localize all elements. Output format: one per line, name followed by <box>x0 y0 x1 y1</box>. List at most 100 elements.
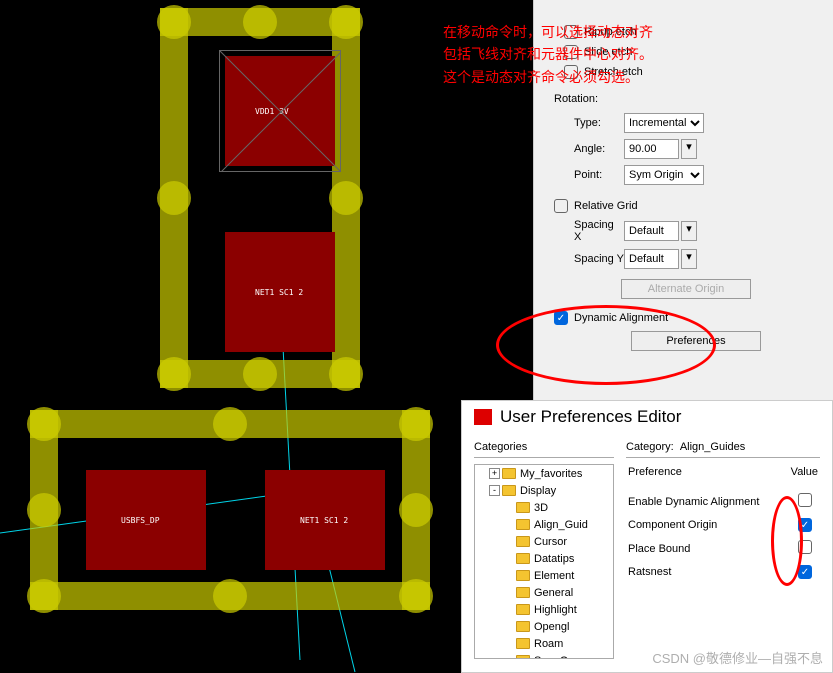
folder-icon <box>516 655 530 659</box>
tree-item-label: Cursor <box>534 536 567 548</box>
preferences-app-icon <box>474 409 492 425</box>
tree-item[interactable]: Align_Guid <box>475 516 613 533</box>
folder-icon <box>516 587 530 598</box>
point-label: Point: <box>554 169 624 181</box>
pref-name: Ratsnest <box>628 562 784 582</box>
table-row: Enable Dynamic Alignment <box>628 490 818 513</box>
tree-item-label: Roam <box>534 638 563 650</box>
footprint-outline <box>329 357 363 391</box>
footprint-outline <box>399 579 433 613</box>
tree-item[interactable]: General <box>475 584 613 601</box>
net-label: NET1 SC1 2 <box>300 516 348 525</box>
spacing-x-label: Spacing X <box>554 219 624 243</box>
footprint-outline <box>243 5 277 39</box>
tree-item[interactable]: Datatips <box>475 550 613 567</box>
pref-header-value: Value <box>786 466 818 488</box>
pref-value-checkbox[interactable] <box>798 540 812 554</box>
rotation-section-label: Rotation: <box>554 93 818 105</box>
footprint-outline <box>329 181 363 215</box>
footprint-outline <box>27 579 61 613</box>
tree-item-label: My_favorites <box>520 468 582 480</box>
tree-item[interactable]: Highlight <box>475 601 613 618</box>
spacing-y-label: Spacing Y <box>554 253 624 265</box>
footprint-outline <box>399 407 433 441</box>
table-row: Place Bound <box>628 537 818 560</box>
folder-icon <box>516 604 530 615</box>
footprint-outline <box>157 5 191 39</box>
screenshot: VDD1 3VNET1 SC1 2USBFS_DPNET1 SC1 2 在移动命… <box>0 0 833 673</box>
pref-name: Component Origin <box>628 515 784 535</box>
tree-item[interactable]: 3D <box>475 499 613 516</box>
footprint-outline <box>27 493 61 527</box>
pref-value-checkbox[interactable]: ✓ <box>798 518 812 532</box>
spacing-y-input[interactable] <box>624 249 679 269</box>
tree-item-label: Datatips <box>534 553 574 565</box>
tree-item-label: Opengl <box>534 621 569 633</box>
folder-icon <box>516 519 530 530</box>
categories-tree[interactable]: +My_favorites-Display 3D Align_Guid Cursor D… <box>474 464 614 659</box>
pref-value-checkbox[interactable] <box>798 493 812 507</box>
point-select[interactable]: Sym Origin <box>624 165 704 185</box>
tree-item[interactable]: -Display <box>475 482 613 499</box>
footprint-outline <box>213 579 247 613</box>
annotation-text: 在移动命令时，可以选择动态对齐 包括飞线对齐和元器件中心对齐。 这个是动态对齐命… <box>443 23 653 90</box>
angle-dropdown-icon[interactable]: ▾ <box>681 139 697 159</box>
spacing-x-input[interactable] <box>624 221 679 241</box>
preferences-title: User Preferences Editor <box>500 407 681 427</box>
folder-icon <box>502 468 516 479</box>
type-select[interactable]: Incremental <box>624 113 704 133</box>
preferences-button[interactable]: Preferences <box>631 331 761 351</box>
footprint-outline <box>157 181 191 215</box>
footprint-outline <box>399 493 433 527</box>
alternate-origin-button[interactable]: Alternate Origin <box>621 279 751 299</box>
pref-name: Place Bound <box>628 537 784 560</box>
spacing-x-dropdown-icon[interactable]: ▾ <box>681 221 697 241</box>
folder-icon <box>516 502 530 513</box>
watermark: CSDN @敬德修业—自强不息 <box>652 648 823 667</box>
preferences-table: PreferenceValue Enable Dynamic Alignment… <box>626 464 820 584</box>
relative-grid-checkbox[interactable] <box>554 199 568 213</box>
tree-item[interactable]: Seg_Over <box>475 652 613 659</box>
pref-name: Enable Dynamic Alignment <box>628 490 784 513</box>
tree-item[interactable]: Cursor <box>475 533 613 550</box>
tree-item[interactable]: Opengl <box>475 618 613 635</box>
footprint-outline <box>213 407 247 441</box>
preferences-editor-window: User Preferences Editor Categories +My_f… <box>461 400 833 673</box>
tree-item[interactable]: +My_favorites <box>475 465 613 482</box>
tree-item-label: Align_Guid <box>534 519 588 531</box>
selection-box <box>219 50 341 172</box>
spacing-y-dropdown-icon[interactable]: ▾ <box>681 249 697 269</box>
pcb-canvas[interactable]: VDD1 3VNET1 SC1 2USBFS_DPNET1 SC1 2 <box>0 0 533 673</box>
preferences-title-bar: User Preferences Editor <box>462 401 832 433</box>
folder-icon <box>516 570 530 581</box>
folder-icon <box>502 485 516 496</box>
table-row: Ratsnest ✓ <box>628 562 818 582</box>
net-label: USBFS_DP <box>121 516 160 525</box>
dynamic-alignment-label: Dynamic Alignment <box>574 312 668 324</box>
folder-icon <box>516 638 530 649</box>
tree-item-label: Highlight <box>534 604 577 616</box>
angle-input[interactable] <box>624 139 679 159</box>
folder-icon <box>516 621 530 632</box>
pref-header-preference: Preference <box>628 466 784 488</box>
tree-item[interactable]: Element <box>475 567 613 584</box>
tree-item-label: 3D <box>534 502 548 514</box>
tree-item-label: Element <box>534 570 574 582</box>
pref-value-checkbox[interactable]: ✓ <box>798 565 812 579</box>
footprint-outline <box>243 357 277 391</box>
category-value: Align_Guides <box>680 441 745 453</box>
folder-icon <box>516 553 530 564</box>
category-header: Category: Align_Guides <box>626 441 820 458</box>
tree-item-label: General <box>534 587 573 599</box>
tree-item-label: Display <box>520 485 556 497</box>
dynamic-alignment-checkbox[interactable]: ✓ <box>554 311 568 325</box>
type-label: Type: <box>554 117 624 129</box>
footprint-outline <box>27 407 61 441</box>
tree-item[interactable]: Roam <box>475 635 613 652</box>
categories-label: Categories <box>474 441 614 458</box>
net-label: NET1 SC1 2 <box>255 288 303 297</box>
footprint-outline <box>329 5 363 39</box>
annotation-line: 这个是动态对齐命令必须勾选。 <box>443 68 653 90</box>
folder-icon <box>516 536 530 547</box>
angle-label: Angle: <box>554 143 624 155</box>
